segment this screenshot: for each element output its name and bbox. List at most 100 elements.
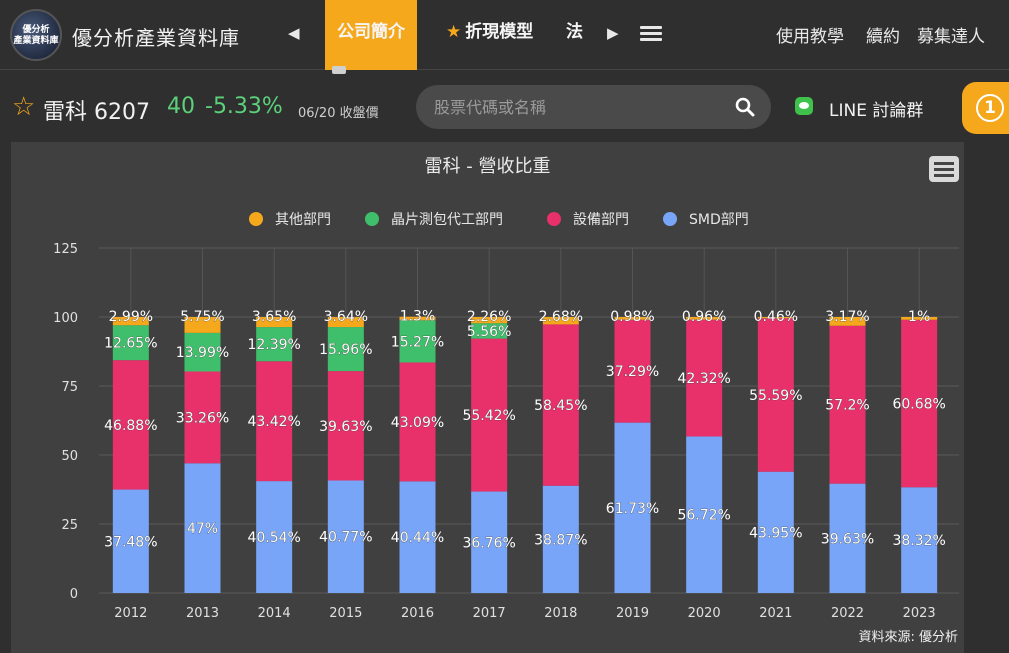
data-label: 43.95% <box>749 525 802 541</box>
data-label: 60.68% <box>892 396 945 412</box>
bar-segment <box>757 471 794 593</box>
tab-truncated[interactable]: 法 <box>566 22 583 42</box>
bar-segment <box>614 422 651 593</box>
legend-label: 設備部門 <box>573 212 629 228</box>
data-label: 3.17% <box>825 309 869 325</box>
data-label: 5.75% <box>180 309 224 325</box>
bar-segment <box>112 360 149 490</box>
site-logo[interactable]: 優分析 產業資料庫 <box>10 9 62 61</box>
bar-segment <box>184 371 221 464</box>
bar-segment <box>327 317 364 328</box>
bar-segment <box>112 325 149 361</box>
x-tick-label: 2014 <box>258 606 291 621</box>
stock-name-code: 雷科 6207 <box>43 100 150 125</box>
bar-segment <box>542 485 579 593</box>
data-label: 2.99% <box>109 309 153 325</box>
tab-dcf-model[interactable]: ★ 折現模型 <box>434 0 545 70</box>
logo-text: 優分析 產業資料庫 <box>13 25 59 46</box>
line-discussion-link[interactable]: LINE 討論群 <box>829 101 924 121</box>
bar-segment <box>542 324 579 486</box>
data-label: 36.76% <box>462 535 515 551</box>
menu-hamburger-icon[interactable] <box>640 26 662 42</box>
search-icon[interactable] <box>735 97 755 117</box>
data-label: 2.68% <box>539 309 583 325</box>
bar-segment <box>256 327 293 362</box>
bar-segment <box>614 319 651 423</box>
data-label: 55.42% <box>462 408 515 424</box>
bar-segment <box>542 317 579 325</box>
bar-segment <box>327 480 364 593</box>
data-label: 43.42% <box>247 414 300 430</box>
bar-segment <box>327 371 364 481</box>
link-fundraising[interactable]: 募集達人 <box>917 27 985 47</box>
bar-segment <box>256 481 293 593</box>
bar-segment <box>256 361 293 482</box>
data-label: 42.32% <box>677 371 730 387</box>
bar-segment <box>399 320 436 363</box>
x-tick-label: 2015 <box>329 606 362 621</box>
y-tick-label: 0 <box>70 587 78 602</box>
data-label: 40.44% <box>391 530 444 546</box>
legend-dot <box>547 212 561 226</box>
favorite-star-icon[interactable]: ☆ <box>12 92 36 122</box>
x-tick-label: 2019 <box>616 606 649 621</box>
bar-segment <box>256 317 293 328</box>
legend-dot <box>663 212 677 226</box>
data-label: 38.32% <box>892 533 945 549</box>
data-label: 61.73% <box>606 501 659 517</box>
data-label: 15.27% <box>391 334 444 350</box>
x-tick-label: 2012 <box>114 606 147 621</box>
bar-segment <box>901 317 938 320</box>
top-navigation-bar: 優分析 產業資料庫 優分析產業資料庫 ◀ 公司簡介 ★ 折現模型 法 ▶ 使用教學… <box>0 0 1009 74</box>
data-label: 55.59% <box>749 388 802 404</box>
notification-count-badge: 1 <box>976 94 1004 122</box>
x-tick-label: 2022 <box>831 606 864 621</box>
stock-change: -5.33% <box>205 94 283 119</box>
y-tick-label: 50 <box>61 449 78 464</box>
chart-legend: 其他部門 晶片測包代工部門 設備部門 SMD部門 <box>11 208 964 232</box>
notification-button[interactable]: 1 <box>962 82 1009 134</box>
stock-date-label: 06/20 收盤價 <box>298 106 379 121</box>
star-icon: ★ <box>446 22 462 42</box>
data-label: 37.29% <box>606 364 659 380</box>
search-input[interactable] <box>434 85 724 129</box>
x-tick-label: 2018 <box>544 606 577 621</box>
data-label: 12.39% <box>247 337 300 353</box>
bar-segment <box>471 317 508 324</box>
y-tick-label: 125 <box>53 242 78 257</box>
data-label: 0.46% <box>754 309 798 325</box>
nav-prev-arrow-icon[interactable]: ◀ <box>288 24 300 42</box>
bar-segment <box>829 317 866 326</box>
bar-segment <box>112 317 149 326</box>
stock-search-box[interactable] <box>416 85 771 129</box>
data-label: 47% <box>187 521 218 537</box>
bar-segment <box>184 317 221 333</box>
line-app-icon[interactable] <box>795 97 813 115</box>
bar-segment <box>686 317 723 320</box>
bar-segment <box>829 325 866 484</box>
nav-next-arrow-icon[interactable]: ▶ <box>607 24 619 42</box>
bar-segment <box>327 327 364 372</box>
site-title[interactable]: 優分析產業資料庫 <box>72 26 240 50</box>
chart-menu-icon[interactable] <box>929 156 959 182</box>
chart-source: 資料來源: 優分析 <box>858 630 958 645</box>
bar-segment <box>471 323 508 339</box>
legend-dot <box>249 212 263 226</box>
y-tick-label: 100 <box>53 311 78 326</box>
link-tutorial[interactable]: 使用教學 <box>776 27 844 47</box>
tab-company-profile[interactable]: 公司簡介 <box>325 0 417 70</box>
data-label: 1% <box>908 309 930 325</box>
x-tick-label: 2021 <box>759 606 792 621</box>
bar-segment <box>399 481 436 593</box>
link-renew[interactable]: 續約 <box>866 27 900 47</box>
bar-segment <box>829 483 866 593</box>
revenue-mix-chart: 雷科 - 營收比重 其他部門 晶片測包代工部門 設備部門 SMD部門 0 25 50 75 1… <box>11 142 964 653</box>
bar-segment <box>184 463 221 593</box>
bar-segment <box>901 319 938 488</box>
bar-segment <box>184 332 221 372</box>
active-tab-indicator <box>332 66 346 74</box>
x-tick-label: 2016 <box>401 606 434 621</box>
bar-segment <box>471 491 508 593</box>
bar-segment <box>112 489 149 593</box>
data-label: 3.64% <box>324 309 368 325</box>
